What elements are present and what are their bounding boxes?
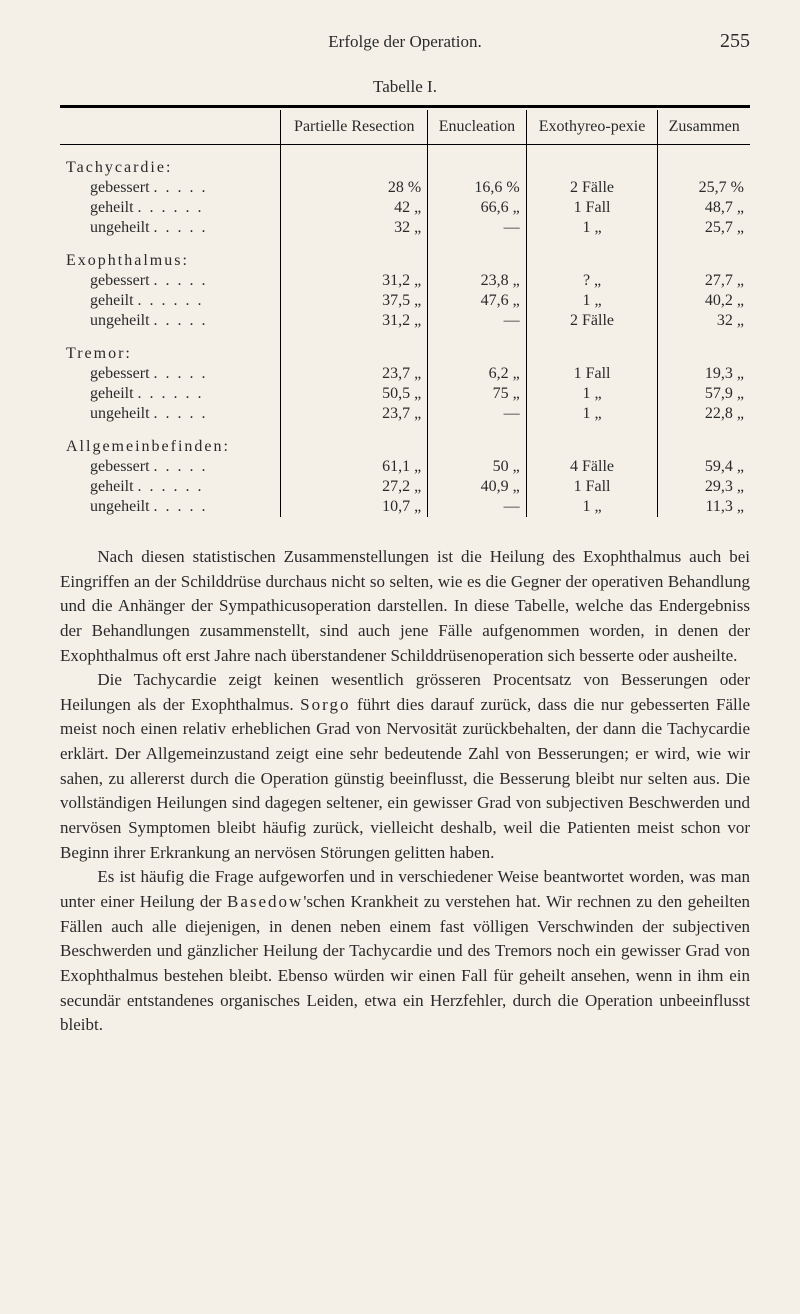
cell: 59,4 „	[658, 457, 750, 477]
cell: —	[428, 218, 526, 238]
cell: 29,3 „	[658, 477, 750, 497]
row-label: geheilt . . . . . .	[60, 477, 281, 497]
table-row: geheilt . . . . . .50,5 „75 „1 „57,9 „	[60, 384, 750, 404]
cell: —	[428, 311, 526, 331]
row-label: ungeheilt . . . . .	[60, 497, 281, 517]
cell: 6,2 „	[428, 364, 526, 384]
body-text: Nach diesen statistischen Zusammenstellu…	[60, 545, 750, 1038]
cell: 10,7 „	[281, 497, 428, 517]
cell: 1 Fall	[526, 198, 658, 218]
row-label: geheilt . . . . . .	[60, 198, 281, 218]
cell: 1 Fall	[526, 364, 658, 384]
table-row: ungeheilt . . . . .10,7 „—1 „11,3 „	[60, 497, 750, 517]
table-caption: Tabelle I.	[60, 77, 750, 97]
cell: 27,2 „	[281, 477, 428, 497]
running-head-row: Erfolge der Operation. 255	[60, 30, 750, 53]
cell: 42 „	[281, 198, 428, 218]
group-label: Tachycardie:	[60, 145, 281, 179]
cell: ? „	[526, 271, 658, 291]
cell: 1 „	[526, 218, 658, 238]
cell: 23,7 „	[281, 404, 428, 424]
row-label: geheilt . . . . . .	[60, 291, 281, 311]
table-row: gebessert . . . . .23,7 „6,2 „1 Fall19,3…	[60, 364, 750, 384]
row-label: ungeheilt . . . . .	[60, 404, 281, 424]
cell: 25,7 %	[658, 178, 750, 198]
cell: 32 „	[658, 311, 750, 331]
table-row: geheilt . . . . . .27,2 „40,9 „1 Fall29,…	[60, 477, 750, 497]
paragraph-2: Die Tachycardie zeigt keinen wesentlich …	[60, 668, 750, 865]
table-row: geheilt . . . . . .37,5 „47,6 „1 „40,2 „	[60, 291, 750, 311]
cell: 27,7 „	[658, 271, 750, 291]
row-label: gebessert . . . . .	[60, 457, 281, 477]
cell: 57,9 „	[658, 384, 750, 404]
row-label: ungeheilt . . . . .	[60, 311, 281, 331]
cell: 1 Fall	[526, 477, 658, 497]
row-label: gebessert . . . . .	[60, 364, 281, 384]
cell: 31,2 „	[281, 271, 428, 291]
cell: 61,1 „	[281, 457, 428, 477]
col-header-3: Exothyreo-pexie	[526, 110, 658, 145]
cell: 31,2 „	[281, 311, 428, 331]
paragraph-1: Nach diesen statistischen Zusammenstellu…	[60, 545, 750, 668]
cell: 1 „	[526, 497, 658, 517]
cell: 32 „	[281, 218, 428, 238]
cell: 48,7 „	[658, 198, 750, 218]
p3-post: 'schen Krankheit zu verstehen hat. Wir r…	[60, 892, 750, 1034]
cell: 2 Fälle	[526, 178, 658, 198]
p2-sorgo: Sorgo	[300, 695, 350, 714]
cell: 1 „	[526, 291, 658, 311]
cell: 28 %	[281, 178, 428, 198]
cell: 19,3 „	[658, 364, 750, 384]
cell: —	[428, 404, 526, 424]
col-header-1: Partielle Resection	[281, 110, 428, 145]
col-header-2: Enucleation	[428, 110, 526, 145]
cell: 25,7 „	[658, 218, 750, 238]
table-row: ungeheilt . . . . .32 „—1 „25,7 „	[60, 218, 750, 238]
row-label: ungeheilt . . . . .	[60, 218, 281, 238]
table-row: ungeheilt . . . . .23,7 „—1 „22,8 „	[60, 404, 750, 424]
group-label: Exophthalmus:	[60, 238, 281, 271]
table-row: gebessert . . . . .31,2 „23,8 „? „27,7 „	[60, 271, 750, 291]
page: Erfolge der Operation. 255 Tabelle I. Pa…	[0, 0, 800, 1314]
page-number: 255	[690, 30, 750, 53]
row-label: gebessert . . . . .	[60, 271, 281, 291]
cell: 16,6 %	[428, 178, 526, 198]
table-row: gebessert . . . . .61,1 „50 „4 Fälle59,4…	[60, 457, 750, 477]
cell: 37,5 „	[281, 291, 428, 311]
row-label: gebessert . . . . .	[60, 178, 281, 198]
group-label: Tremor:	[60, 331, 281, 364]
table-body: Tachycardie:gebessert . . . . .28 %16,6 …	[60, 145, 750, 518]
table-row: ungeheilt . . . . .31,2 „—2 Fälle32 „	[60, 311, 750, 331]
cell: 11,3 „	[658, 497, 750, 517]
cell: 2 Fälle	[526, 311, 658, 331]
table-row: geheilt . . . . . .42 „66,6 „1 Fall48,7 …	[60, 198, 750, 218]
data-table: Partielle Resection Enucleation Exothyre…	[60, 105, 750, 517]
table-row: gebessert . . . . .28 %16,6 %2 Fälle25,7…	[60, 178, 750, 198]
cell: 23,8 „	[428, 271, 526, 291]
group-label: Allgemeinbefinden:	[60, 424, 281, 457]
paragraph-3: Es ist häufig die Frage aufgeworfen und …	[60, 865, 750, 1037]
col-header-4: Zusammen	[658, 110, 750, 145]
row-label: geheilt . . . . . .	[60, 384, 281, 404]
cell: 1 „	[526, 404, 658, 424]
p2-post: führt dies darauf zurück, dass die nur g…	[60, 695, 750, 862]
cell: 66,6 „	[428, 198, 526, 218]
cell: 22,8 „	[658, 404, 750, 424]
cell: 50,5 „	[281, 384, 428, 404]
cell: 23,7 „	[281, 364, 428, 384]
cell: 1 „	[526, 384, 658, 404]
p3-basedow: Basedow	[227, 892, 303, 911]
cell: 75 „	[428, 384, 526, 404]
cell: 50 „	[428, 457, 526, 477]
cell: 47,6 „	[428, 291, 526, 311]
cell: 40,9 „	[428, 477, 526, 497]
cell: —	[428, 497, 526, 517]
cell: 40,2 „	[658, 291, 750, 311]
cell: 4 Fälle	[526, 457, 658, 477]
running-head: Erfolge der Operation.	[120, 32, 690, 52]
